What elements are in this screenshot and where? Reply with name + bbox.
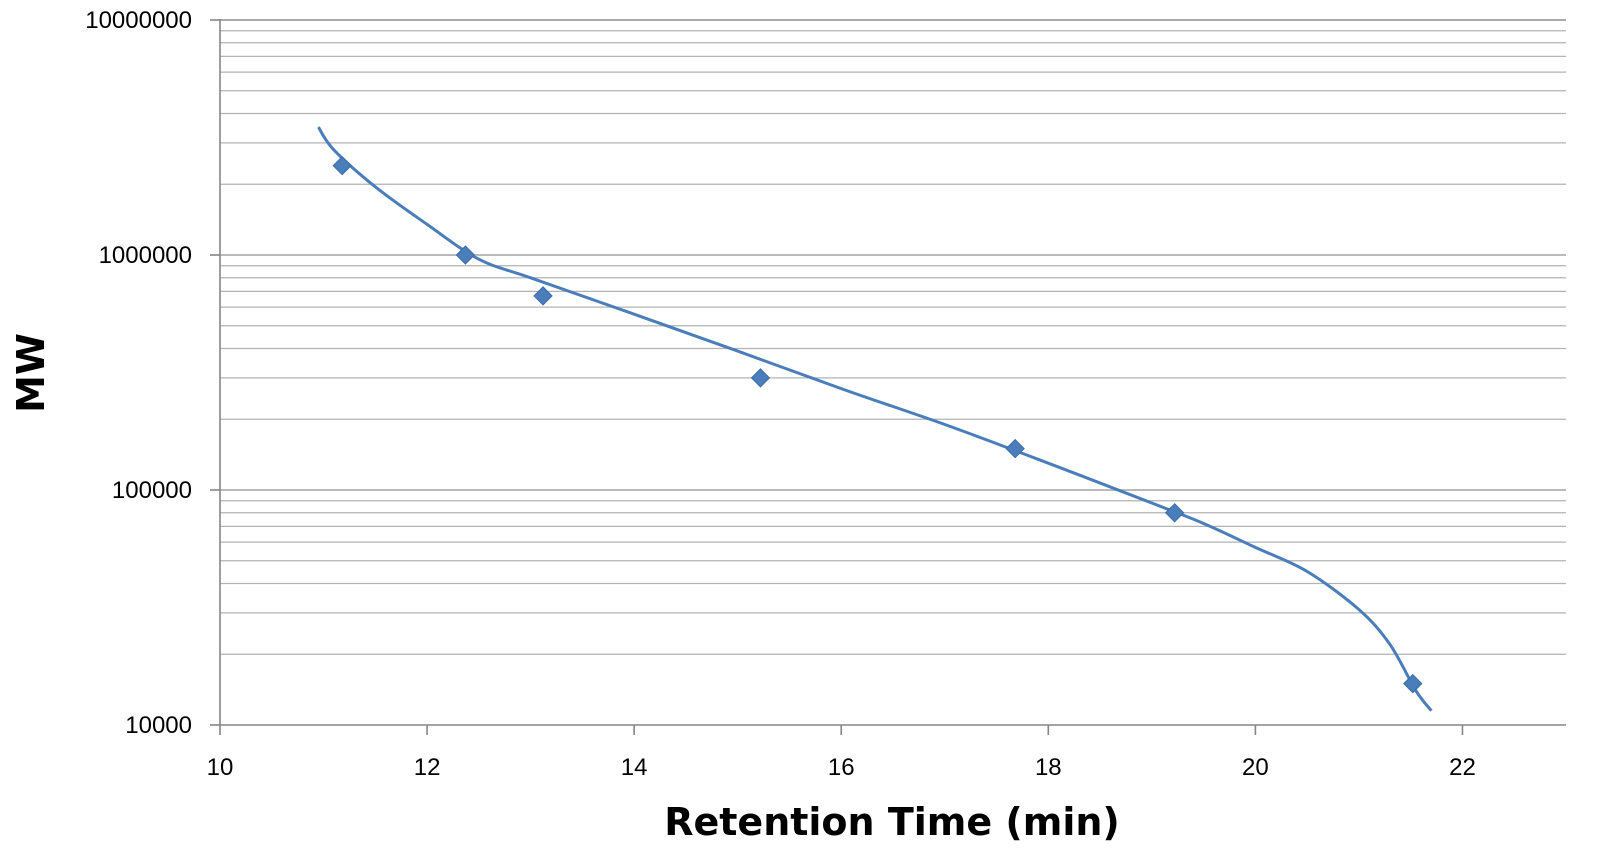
- data-point: [533, 286, 553, 306]
- data-point: [1403, 673, 1423, 694]
- data-point: [1164, 503, 1185, 523]
- data-markers: [332, 155, 1423, 694]
- data-point: [332, 155, 352, 176]
- axes: [210, 19, 1566, 735]
- x-tick-label: 20: [1242, 754, 1269, 781]
- y-tick-label: 100000: [112, 477, 192, 504]
- y-axis-title: MW: [9, 333, 53, 413]
- x-tick-label: 10: [207, 754, 234, 781]
- x-tick-label: 12: [414, 754, 441, 781]
- x-tick-label: 16: [828, 754, 855, 781]
- tick-labels: 10000 100000 1000000 10000000 10 12 14 16 18 20 22: [85, 7, 1476, 781]
- trendline: [317, 126, 1433, 712]
- data-point: [455, 245, 476, 265]
- data-point: [1005, 438, 1025, 459]
- x-tick-label: 22: [1449, 754, 1476, 781]
- data-point: [750, 368, 771, 388]
- y-tick-label: 10000: [125, 712, 192, 739]
- x-tick-label: 14: [621, 754, 648, 781]
- grid: [220, 19, 1566, 655]
- y-tick-label: 1000000: [99, 242, 192, 269]
- x-tick-label: 18: [1035, 754, 1062, 781]
- x-axis-title: Retention Time (min): [664, 800, 1120, 844]
- y-tick-label: 10000000: [85, 7, 192, 34]
